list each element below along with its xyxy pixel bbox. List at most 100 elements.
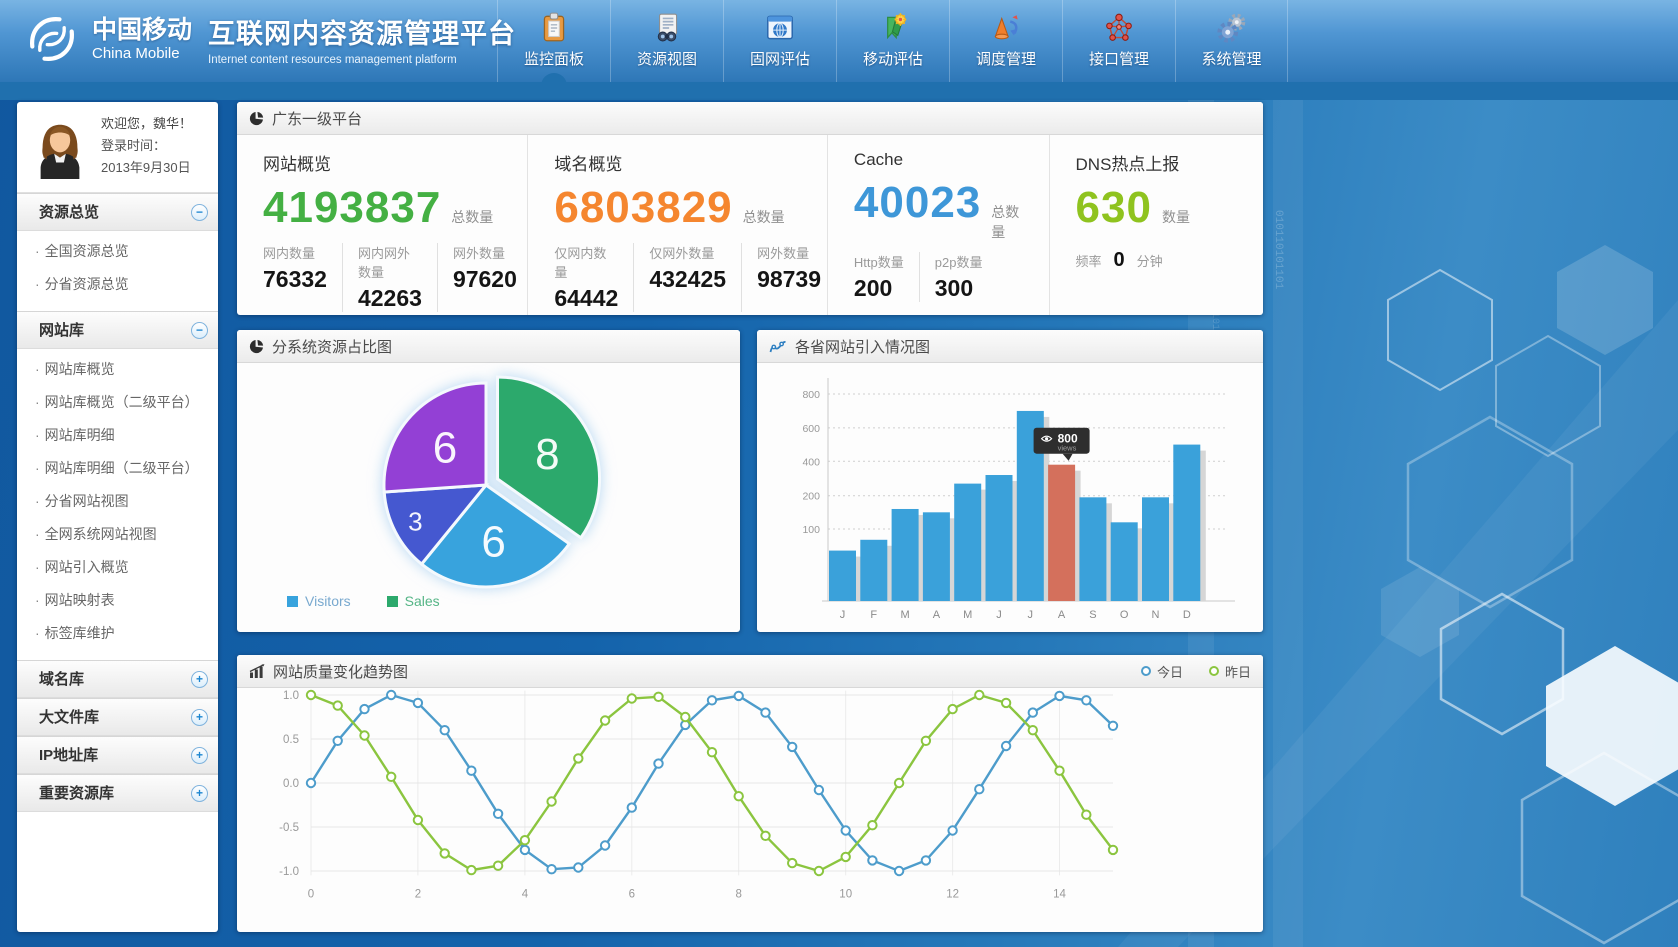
data-point[interactable]: [1054, 690, 1065, 702]
data-point[interactable]: [787, 741, 798, 753]
data-point[interactable]: [439, 848, 450, 859]
data-point[interactable]: [947, 703, 958, 715]
data-point[interactable]: [974, 784, 985, 795]
data-point[interactable]: [1000, 740, 1012, 752]
line-legend-item[interactable]: 昨日: [1208, 662, 1251, 681]
sidebar-section-5[interactable]: IP地址库 +: [17, 736, 218, 774]
data-point[interactable]: [1000, 697, 1012, 709]
data-point[interactable]: [492, 860, 504, 871]
pie-legend-item[interactable]: Visitors: [287, 593, 351, 609]
sidebar-item[interactable]: · 全国资源总览: [35, 243, 129, 259]
nav-item-1[interactable]: 监控面板: [497, 0, 610, 82]
bar[interactable]: [829, 550, 856, 601]
bar[interactable]: [860, 539, 888, 601]
data-point[interactable]: [1027, 725, 1038, 736]
data-point[interactable]: [733, 791, 744, 802]
sidebar-section-1[interactable]: 资源总览 −: [17, 193, 218, 231]
data-point[interactable]: [573, 862, 584, 873]
data-point[interactable]: [760, 830, 771, 842]
data-point[interactable]: [733, 690, 744, 702]
nav-item-3[interactable]: 固网评估: [723, 0, 836, 82]
bar-chart[interactable]: 100 200 400 600 800 J F M A M J J A S O N D 800 views: [757, 363, 1263, 632]
sidebar-item[interactable]: · 标签库维护: [35, 625, 115, 641]
data-point[interactable]: [974, 689, 985, 701]
data-point[interactable]: [305, 777, 317, 789]
pie-slice[interactable]: [419, 482, 572, 589]
bar[interactable]: [954, 483, 982, 601]
data-point[interactable]: [813, 865, 825, 877]
data-point[interactable]: [332, 700, 343, 711]
data-point[interactable]: [305, 689, 317, 701]
sidebar-item[interactable]: · 网站映射表: [35, 592, 115, 608]
data-point[interactable]: [760, 707, 771, 718]
pie-slice[interactable]: [382, 483, 490, 567]
collapse-icon[interactable]: −: [191, 322, 208, 339]
data-point[interactable]: [412, 697, 424, 709]
line-chart[interactable]: 0 2 4 6 8 10 12 14 1.0 0.5 0.0 -0.5 -1.0: [237, 688, 1263, 932]
data-point[interactable]: [599, 715, 611, 726]
data-point[interactable]: [359, 703, 370, 715]
data-point[interactable]: [840, 851, 851, 863]
sidebar-item[interactable]: · 全网系统网站视图: [35, 526, 157, 542]
nav-item-7[interactable]: 系统管理: [1175, 0, 1288, 82]
data-point[interactable]: [466, 765, 477, 776]
expand-icon[interactable]: +: [191, 785, 208, 802]
data-point[interactable]: [466, 864, 477, 876]
expand-icon[interactable]: +: [191, 709, 208, 726]
data-point[interactable]: [546, 796, 557, 807]
bar[interactable]: [922, 512, 950, 601]
data-point[interactable]: [893, 865, 905, 877]
expand-icon[interactable]: +: [191, 747, 208, 764]
data-point[interactable]: [920, 855, 932, 866]
sidebar-item[interactable]: · 分省资源总览: [35, 276, 129, 292]
data-point[interactable]: [386, 689, 397, 701]
data-point[interactable]: [332, 735, 343, 746]
data-point[interactable]: [706, 746, 718, 758]
bar-highlighted[interactable]: [1048, 464, 1076, 601]
data-point[interactable]: [519, 844, 531, 856]
bar[interactable]: [891, 508, 919, 601]
nav-item-2[interactable]: 资源视图: [610, 0, 723, 82]
sidebar-section-3[interactable]: 域名库 +: [17, 660, 218, 698]
data-point[interactable]: [573, 753, 584, 764]
data-point[interactable]: [412, 814, 424, 826]
sidebar-item[interactable]: · 网站库概览（二级平台）: [35, 394, 199, 410]
nav-item-6[interactable]: 接口管理: [1062, 0, 1175, 82]
pie-legend-item[interactable]: Sales: [386, 593, 440, 609]
sidebar-section-2[interactable]: 网站库 −: [17, 311, 218, 349]
data-point[interactable]: [893, 777, 905, 789]
data-point[interactable]: [840, 825, 851, 836]
data-point[interactable]: [680, 711, 691, 723]
bar[interactable]: [1173, 444, 1201, 601]
data-point[interactable]: [599, 840, 611, 851]
data-point[interactable]: [439, 725, 450, 736]
sidebar-item[interactable]: · 网站库明细（二级平台）: [35, 460, 199, 476]
bar[interactable]: [1110, 522, 1138, 601]
data-point[interactable]: [626, 693, 637, 704]
data-point[interactable]: [626, 802, 637, 813]
data-point[interactable]: [1054, 765, 1065, 776]
data-point[interactable]: [1081, 695, 1092, 706]
sidebar-item[interactable]: · 网站库明细: [35, 427, 115, 443]
data-point[interactable]: [813, 784, 825, 796]
data-point[interactable]: [947, 825, 958, 836]
data-point[interactable]: [706, 695, 718, 706]
data-point[interactable]: [1107, 720, 1119, 731]
data-point[interactable]: [1107, 844, 1119, 856]
expand-icon[interactable]: +: [191, 671, 208, 688]
data-point[interactable]: [386, 771, 397, 783]
line-legend-item[interactable]: 今日: [1140, 662, 1183, 681]
data-point[interactable]: [867, 855, 878, 866]
bar[interactable]: [985, 475, 1013, 601]
sidebar-item[interactable]: · 分省网站视图: [35, 493, 129, 509]
data-point[interactable]: [519, 835, 531, 846]
data-point[interactable]: [1081, 809, 1092, 820]
sidebar-section-4[interactable]: 大文件库 +: [17, 698, 218, 736]
sidebar-section-6[interactable]: 重要资源库 +: [17, 774, 218, 812]
data-point[interactable]: [867, 820, 878, 831]
bar[interactable]: [1079, 497, 1107, 601]
data-point[interactable]: [359, 730, 370, 741]
data-point[interactable]: [492, 808, 504, 820]
data-point[interactable]: [546, 864, 557, 875]
